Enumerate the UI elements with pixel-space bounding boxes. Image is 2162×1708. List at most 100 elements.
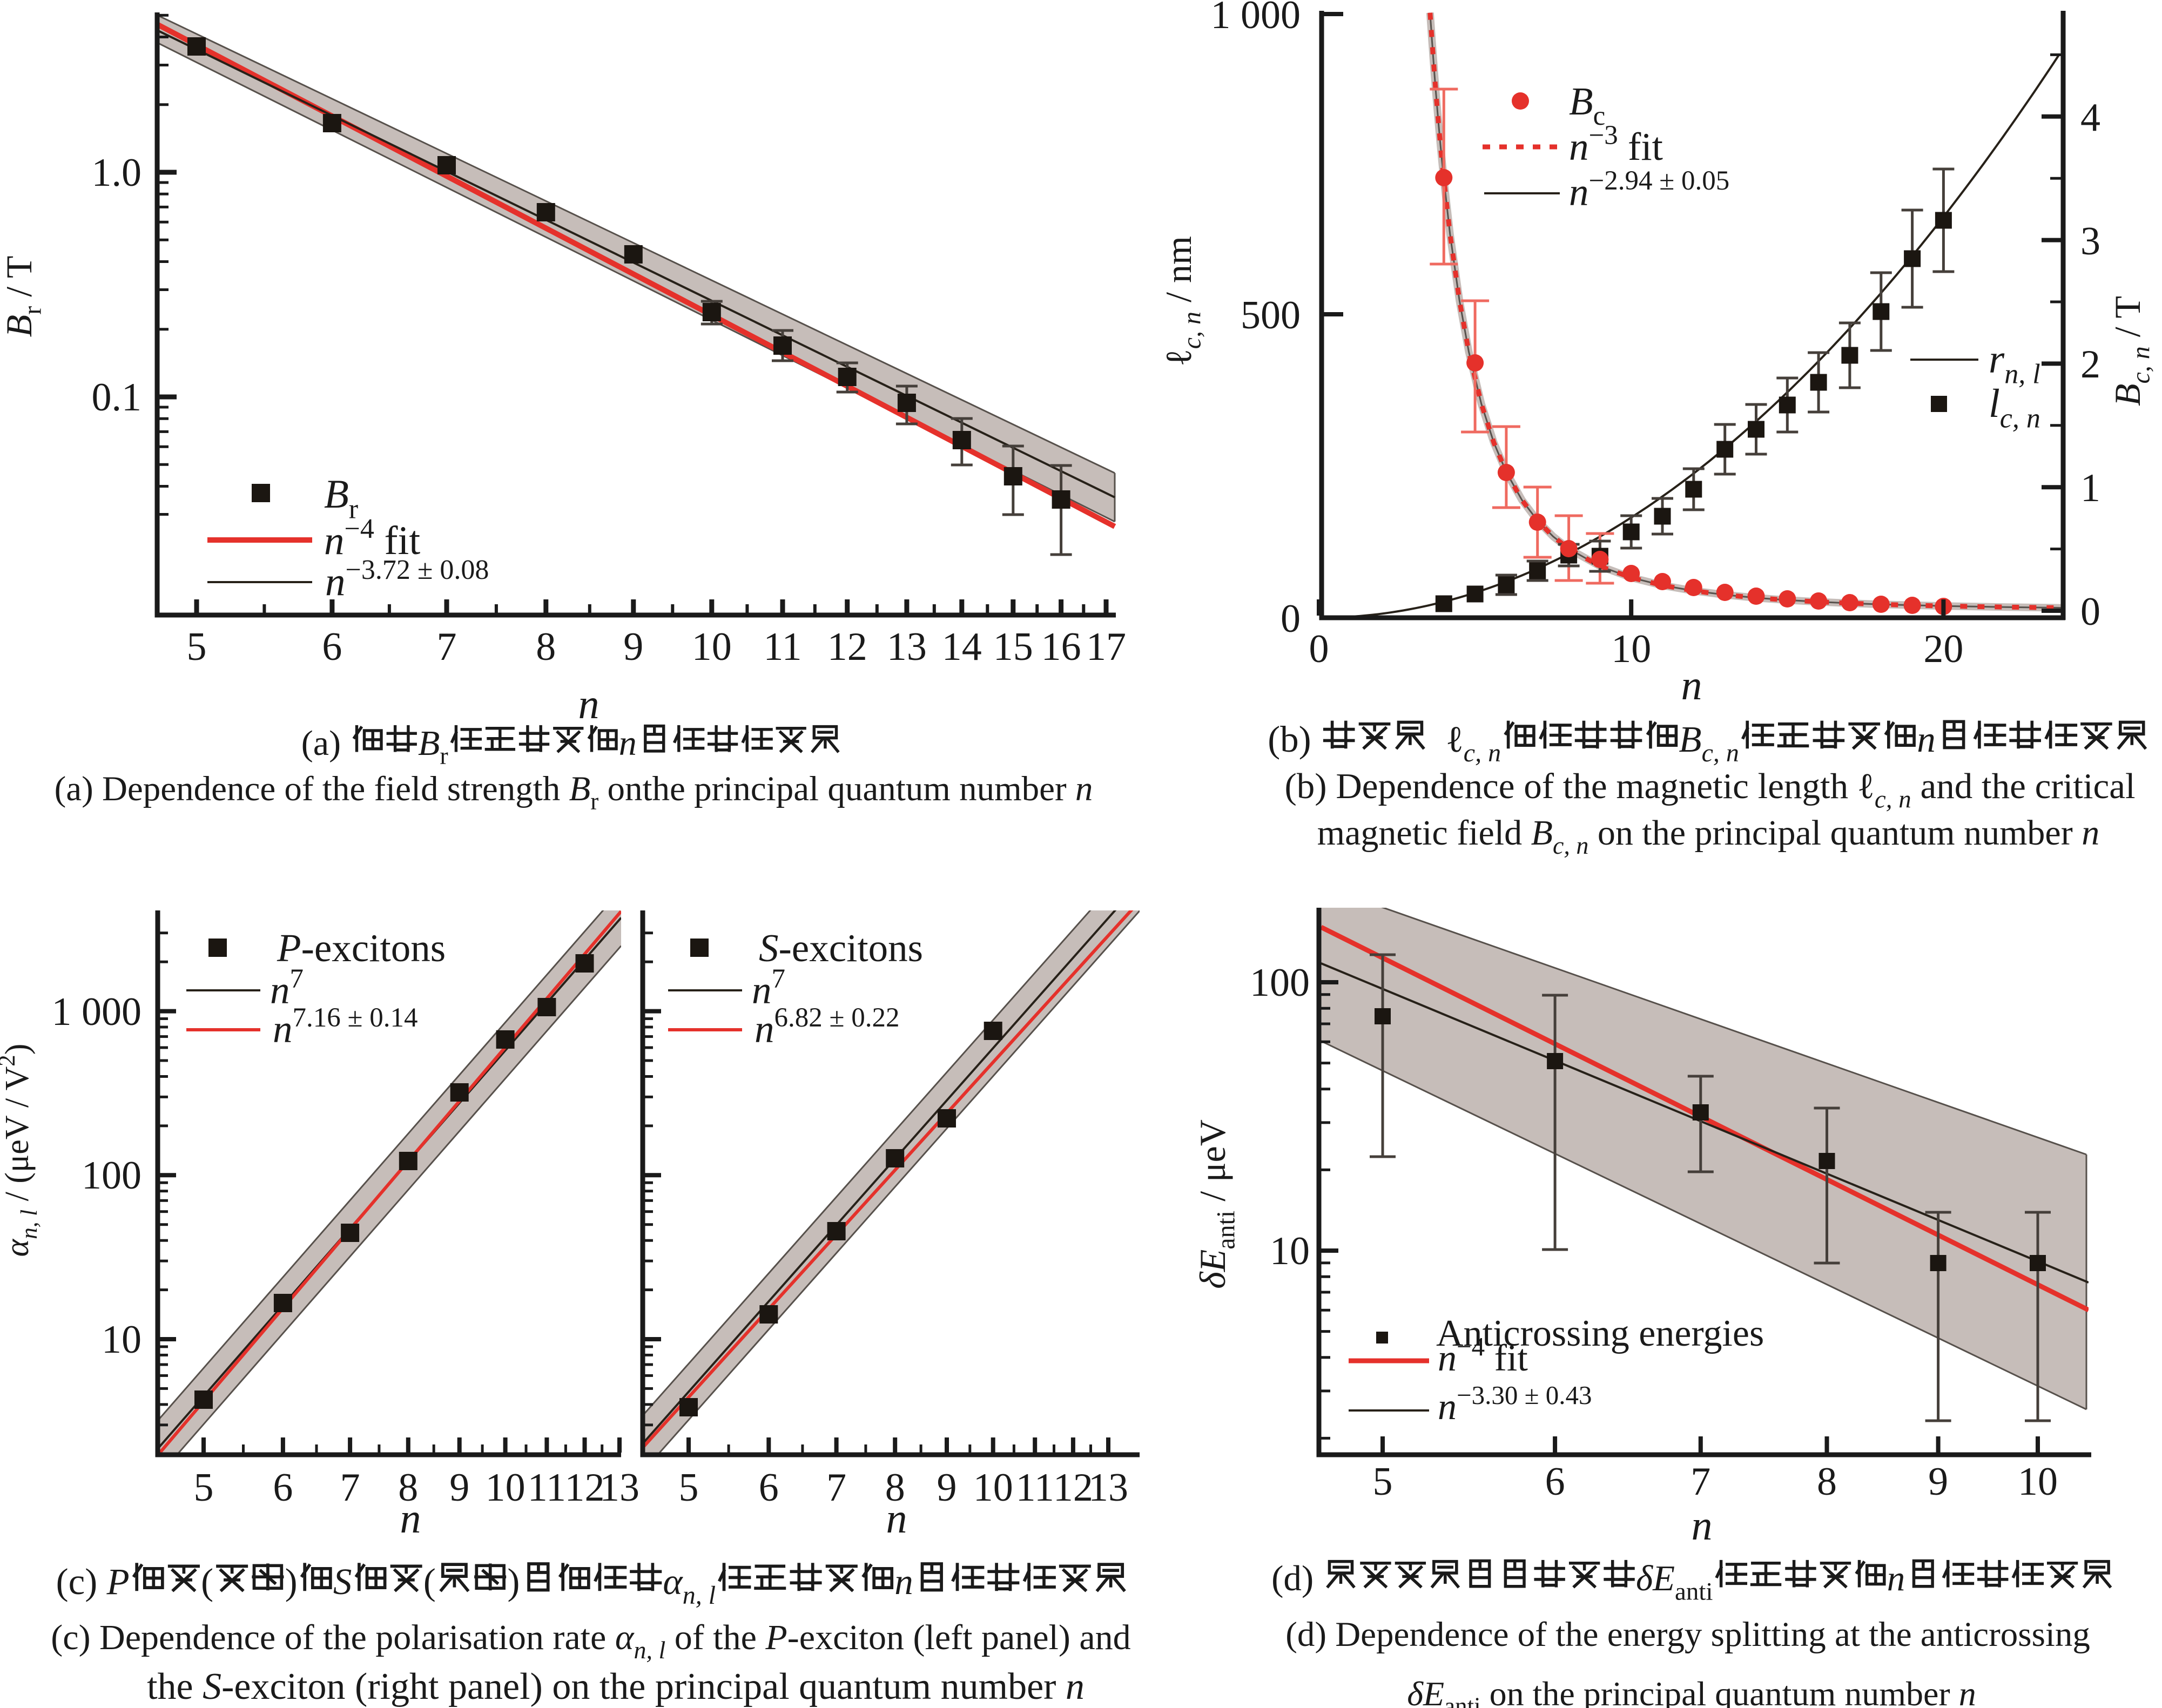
svg-text:magnetic field: magnetic field	[1317, 813, 1531, 853]
svg-text:(: (	[201, 1561, 213, 1602]
svg-text:/ T: / T	[2107, 296, 2148, 346]
svg-text:E: E	[1423, 1675, 1444, 1708]
svg-text:n: n	[752, 968, 772, 1012]
svg-text:0: 0	[2080, 590, 2100, 634]
svg-text:n: n	[1438, 1386, 1457, 1428]
svg-text:r: r	[18, 306, 47, 315]
svg-text:onthe principal quantum number: onthe principal quantum number	[598, 769, 1075, 808]
svg-text:c, n: c, n	[1553, 832, 1588, 859]
svg-text:S: S	[759, 926, 779, 970]
svg-text:9: 9	[937, 1466, 957, 1510]
svg-text:100: 100	[82, 1153, 142, 1198]
svg-text:n: n	[619, 724, 637, 763]
svg-text:on the principal quantum numbe: on the principal quantum number	[1481, 1675, 1959, 1708]
svg-text:n, l: n, l	[2004, 359, 2040, 390]
svg-text:2: 2	[2080, 342, 2100, 387]
svg-text:−4: −4	[1457, 1332, 1485, 1361]
svg-text:-excitons: -excitons	[779, 926, 924, 970]
svg-text:): )	[285, 1561, 298, 1602]
svg-text:6: 6	[273, 1466, 293, 1510]
svg-text:9: 9	[449, 1466, 469, 1510]
svg-text:): )	[507, 1561, 520, 1602]
svg-text:on the principal quantum numbe: on the principal quantum number	[1588, 813, 2082, 853]
svg-text:10: 10	[973, 1466, 1013, 1510]
svg-text:c, n: c, n	[1702, 739, 1739, 767]
svg-text:5: 5	[187, 625, 207, 669]
svg-text:4: 4	[2080, 96, 2100, 140]
svg-text:(b): (b)	[1268, 719, 1321, 760]
svg-text:n, l: n, l	[634, 1636, 666, 1664]
svg-text:B: B	[324, 472, 349, 517]
svg-text:n: n	[1959, 1675, 1976, 1708]
svg-text:n: n	[325, 559, 346, 604]
svg-text:Anticrossing energies: Anticrossing energies	[1436, 1313, 1764, 1354]
svg-text:n, l: n, l	[683, 1581, 716, 1610]
svg-text:12: 12	[565, 1466, 605, 1510]
svg-text:11: 11	[1016, 1466, 1054, 1510]
svg-text:7.16 ± 0.14: 7.16 ± 0.14	[293, 1003, 418, 1033]
svg-text:n: n	[894, 1561, 913, 1602]
svg-text:11: 11	[763, 625, 802, 669]
svg-text:8: 8	[885, 1466, 905, 1510]
svg-text:(a) Dependence of the field st: (a) Dependence of the field strength	[55, 769, 569, 808]
svg-text:of the: of the	[665, 1618, 765, 1657]
svg-text:100: 100	[1250, 961, 1310, 1005]
svg-text:−3.72 ± 0.08: −3.72 ± 0.08	[346, 555, 489, 585]
svg-text:0: 0	[1309, 627, 1329, 671]
svg-text:r: r	[349, 494, 358, 525]
svg-text:n: n	[1681, 661, 1702, 708]
svg-text:10: 10	[486, 1466, 526, 1510]
svg-text:B: B	[1569, 79, 1593, 123]
svg-text:7: 7	[437, 625, 457, 669]
svg-text:fit: fit	[1618, 125, 1663, 168]
svg-text:(d) Dependence of the energy s: (d) Dependence of the energy splitting a…	[1285, 1615, 2090, 1654]
svg-text:7: 7	[340, 1466, 360, 1510]
svg-text:6: 6	[322, 625, 342, 669]
svg-text:13: 13	[887, 625, 927, 669]
svg-text:8: 8	[398, 1466, 418, 1510]
svg-text:6.82 ± 0.22: 6.82 ± 0.22	[774, 1003, 900, 1033]
svg-text:7: 7	[1690, 1460, 1710, 1504]
svg-text:c, n: c, n	[2127, 346, 2156, 383]
svg-text:1: 1	[2080, 466, 2100, 510]
svg-text:n: n	[1075, 769, 1093, 808]
svg-text:7: 7	[826, 1466, 846, 1510]
svg-text:-exciton (left panel) and: -exciton (left panel) and	[787, 1618, 1131, 1657]
svg-text:P: P	[106, 1561, 130, 1602]
svg-text:/ (μeV / V: / (μeV / V	[0, 1066, 36, 1210]
svg-text:α: α	[663, 1561, 683, 1602]
svg-text:n: n	[270, 968, 290, 1012]
svg-text:B: B	[418, 724, 440, 763]
svg-text:n: n	[1066, 1666, 1085, 1707]
svg-text:B: B	[569, 769, 591, 808]
svg-text:n: n	[273, 1007, 293, 1051]
svg-text:/ nm: / nm	[1158, 236, 1199, 312]
svg-text:5: 5	[194, 1466, 214, 1510]
svg-text:(c) Dependence of the polarisa: (c) Dependence of the polarisation rate	[51, 1618, 615, 1657]
svg-text:n: n	[886, 1495, 907, 1542]
svg-text:1 000: 1 000	[52, 990, 142, 1034]
svg-text:r: r	[1989, 337, 2005, 382]
svg-text:9: 9	[623, 625, 643, 669]
svg-text:): )	[0, 1044, 36, 1055]
svg-text:and the critical: and the critical	[1911, 766, 2136, 806]
svg-text:S: S	[203, 1666, 221, 1707]
svg-text:E: E	[1652, 1558, 1675, 1598]
svg-text:20: 20	[1923, 627, 1963, 671]
svg-text:n: n	[1569, 170, 1589, 214]
svg-text:anti: anti	[1444, 1693, 1480, 1708]
svg-text:(: (	[423, 1561, 436, 1602]
svg-text:α: α	[0, 1238, 36, 1257]
svg-text:B: B	[0, 315, 39, 337]
svg-text:(a): (a)	[301, 724, 350, 763]
svg-text:n: n	[1887, 1558, 1905, 1598]
svg-text:8: 8	[1817, 1460, 1837, 1504]
svg-text:−4: −4	[345, 514, 374, 544]
svg-text:12: 12	[827, 625, 867, 669]
svg-text:(c): (c)	[56, 1561, 107, 1602]
svg-text:−3: −3	[1589, 120, 1618, 151]
svg-text:δ: δ	[1407, 1675, 1424, 1708]
svg-text:15: 15	[993, 625, 1033, 669]
svg-text:8: 8	[536, 625, 556, 669]
svg-text:13: 13	[600, 1466, 639, 1510]
